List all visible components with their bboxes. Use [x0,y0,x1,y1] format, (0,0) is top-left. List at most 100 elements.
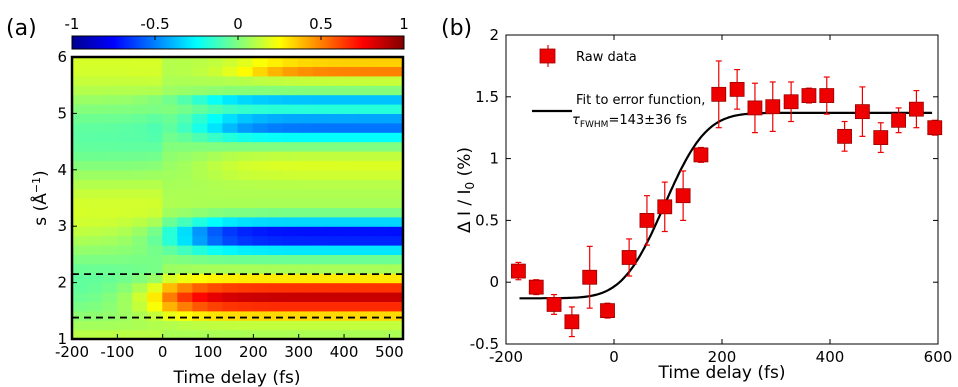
heatmap-cell [252,216,269,227]
heatmap-cell [177,104,193,114]
heatmap-cell [222,282,239,293]
heatmap-cell [237,282,254,293]
heatmap-cell [327,104,344,114]
heatmap-cell [297,292,314,302]
heatmap-cell [297,94,314,105]
heatmap-cell [282,301,299,312]
heatmap-cell [327,179,344,190]
heatmap-cell [72,320,88,331]
heatmap-cell [117,301,133,312]
heatmap-cell [102,122,118,133]
heatmap-cell [372,57,389,67]
heatmap-cell [222,301,239,312]
heatmap-cell [207,75,224,86]
heatmap-cell [147,151,163,161]
heatmap-cell [87,235,103,246]
heatmap-cell [252,301,269,312]
heatmap-cell [87,263,103,274]
heatmap-cell [327,160,344,171]
heatmap-cell [132,179,148,190]
heatmap-cell [312,320,329,331]
heatmap-cell [132,113,148,124]
heatmap-cell [342,329,359,340]
heatmap-cell [267,263,284,274]
heatmap-cell [72,122,88,133]
y-axis-label-b: Δ I / I0 (%) [455,147,477,233]
heatmap-cell [222,207,239,218]
heatmap-cell [222,226,239,237]
heatmap-cell [177,151,193,161]
heatmap-cell [267,75,284,86]
heatmap-cell [252,292,269,302]
heatmap-cell [147,132,163,143]
heatmap-cell [102,245,118,255]
data-point [783,81,799,123]
heatmap-cell [252,75,269,86]
y-tick-label-b: 1 [489,150,499,168]
heatmap-cell [297,141,314,152]
heatmap-cell [267,151,284,161]
heatmap-cell [282,226,299,237]
heatmap-cell [387,66,404,77]
heatmap-cell [297,216,314,227]
heatmap-cell [117,141,133,152]
heatmap-cell [72,94,88,105]
heatmap-cell [207,188,224,199]
heatmap-cell [117,94,133,105]
colorbar-tick-label: 1 [399,15,409,33]
heatmap-cell [162,66,178,77]
heatmap-cell [162,310,178,321]
heatmap-cell [87,226,103,237]
heatmap-cell [162,235,178,246]
heatmap-cell [237,254,254,265]
heatmap-cell [387,188,404,199]
heatmap-cell [207,273,224,284]
heatmap-cell [267,160,284,171]
heatmap-cell [117,66,133,77]
heatmap-cell [252,226,269,237]
heatmap-cell [297,263,314,274]
heatmap-cell [357,301,374,312]
heatmap-cell [72,329,88,340]
heatmap-cell [192,301,209,312]
heatmap-cell [147,292,163,302]
heatmap-cell [387,113,404,124]
heatmap-cell [372,179,389,190]
heatmap-cell [312,263,329,274]
heatmap-cell [132,216,148,227]
heatmap-cell [177,263,193,274]
heatmap-cell [207,179,224,190]
heatmap-cell [387,207,404,218]
x-tick-label-a: -200 [55,343,89,361]
heatmap-cell [102,226,118,237]
heatmap-cell [282,292,299,302]
heatmap-cell [357,94,374,105]
heatmap-cell [297,198,314,208]
heatmap-cell [132,226,148,237]
heatmap-cell [282,122,299,133]
data-point [600,302,615,319]
heatmap-cell [312,301,329,312]
heatmap-cell [222,75,239,86]
data-point [855,86,870,137]
heatmap-cell [267,113,284,124]
data-point [657,181,673,233]
heatmap-cell [387,141,404,152]
heatmap-cell [207,226,224,237]
heatmap-cell [132,122,148,133]
heatmap-cell [192,310,209,321]
heatmap-cell [177,57,193,67]
heatmap-cell [207,216,224,227]
heatmap-cell [162,151,178,161]
legend-fit-tau: τFWHM=143±36 fs [572,113,687,130]
heatmap-cell [252,235,269,246]
data-marker [873,130,889,145]
heatmap-cell [357,160,374,171]
y-tick-label-b: 0 [489,273,499,291]
data-point [909,90,924,129]
heatmap-cell [222,85,239,96]
heatmap-cell [162,320,178,331]
heatmap-cell [327,226,344,237]
heatmap-cell [207,245,224,255]
heatmap-cell [342,94,359,105]
